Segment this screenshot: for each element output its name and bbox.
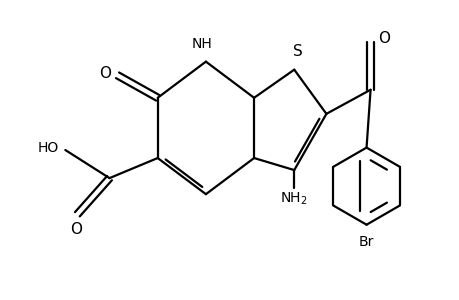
Text: NH$_2$: NH$_2$ [280, 190, 308, 207]
Text: S: S [293, 44, 302, 59]
Text: HO: HO [38, 141, 59, 155]
Text: Br: Br [358, 235, 374, 249]
Text: NH: NH [191, 37, 212, 51]
Text: O: O [70, 222, 82, 237]
Text: O: O [99, 66, 111, 81]
Text: O: O [378, 31, 390, 46]
